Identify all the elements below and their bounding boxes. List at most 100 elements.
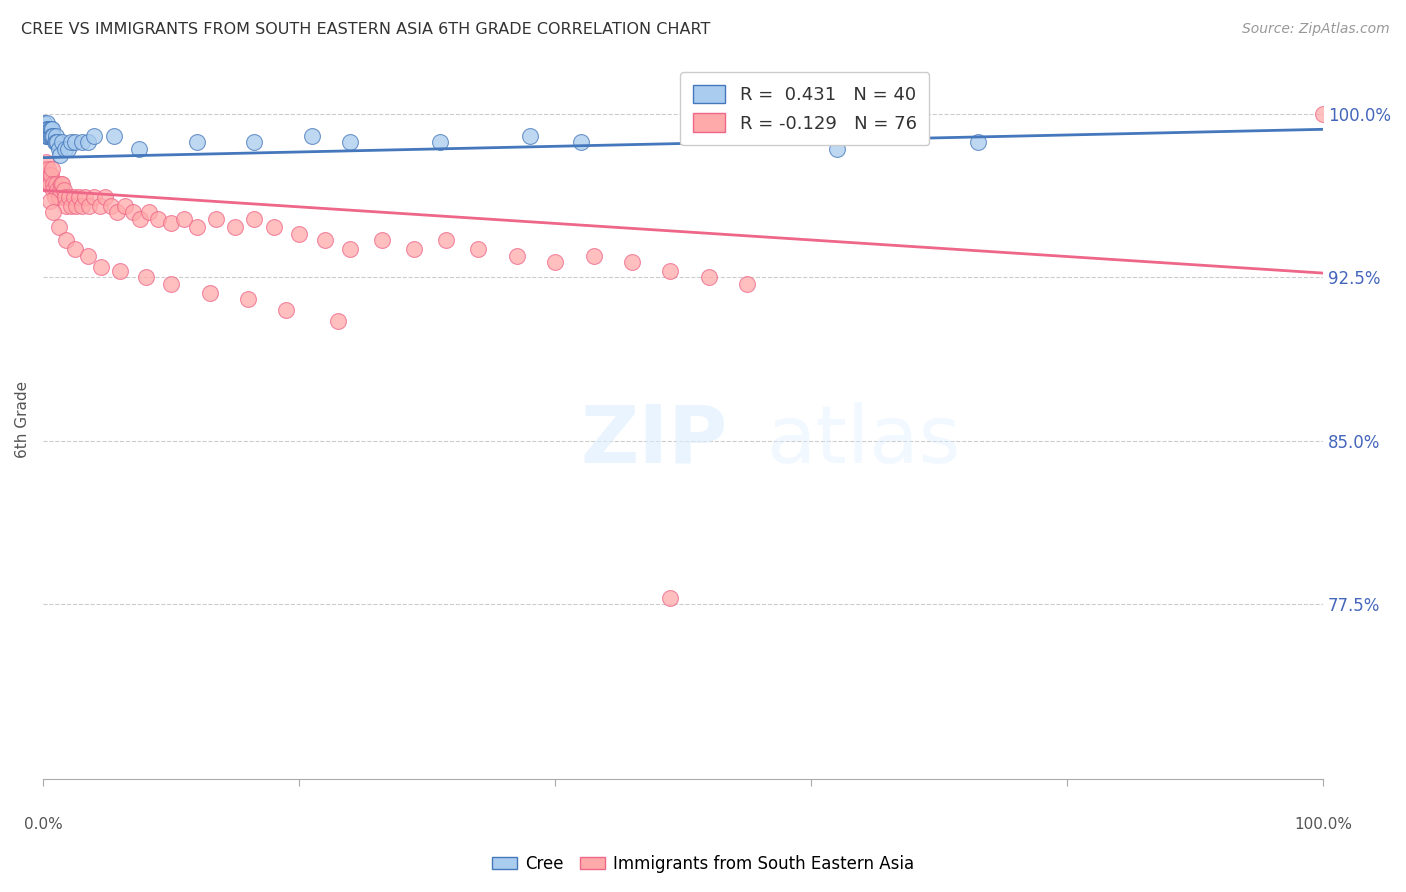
Point (41, 122, 63, 136)
Point (314, 234, 336, 248)
Point (243, 136, 266, 150)
Point (148, 211, 170, 226)
Point (544, 255, 567, 269)
Point (77, 198, 100, 212)
Point (129, 211, 152, 226)
Point (404, 242, 426, 256)
Legend: Cree, Immigrants from South Eastern Asia: Cree, Immigrants from South Eastern Asia (485, 848, 921, 880)
Point (371, 234, 394, 248)
Point (198, 285, 221, 300)
Point (35, 177, 58, 191)
Point (429, 136, 451, 150)
Point (38, 177, 60, 191)
Point (263, 220, 285, 235)
Point (288, 227, 311, 241)
Point (160, 277, 183, 291)
Legend: R =  0.431   N = 40, R = -0.129   N = 76: R = 0.431 N = 40, R = -0.129 N = 76 (681, 72, 929, 145)
Point (45, 136, 67, 150)
Point (60, 136, 83, 150)
Point (659, 264, 682, 278)
Point (41, 161, 63, 176)
Text: 0.0%: 0.0% (24, 817, 63, 832)
Point (160, 216, 183, 230)
Point (70, 198, 93, 212)
Point (108, 264, 131, 278)
Text: Source: ZipAtlas.com: Source: ZipAtlas.com (1241, 22, 1389, 37)
Point (45, 177, 67, 191)
Point (77, 249, 100, 263)
Point (236, 292, 259, 306)
Point (825, 142, 848, 156)
Point (103, 128, 125, 143)
Point (620, 255, 643, 269)
Point (89, 198, 111, 212)
Point (186, 136, 208, 150)
Point (35, 122, 58, 136)
Point (37, 122, 59, 136)
Point (519, 128, 541, 143)
Point (205, 211, 228, 226)
Point (48, 220, 70, 235)
Point (173, 211, 195, 226)
Y-axis label: 6th Grade: 6th Grade (15, 381, 30, 458)
Point (128, 142, 150, 156)
Point (63, 242, 86, 256)
Point (34, 161, 56, 176)
Text: 100.0%: 100.0% (1294, 817, 1353, 832)
Point (34, 116, 56, 130)
Point (55, 198, 77, 212)
Point (467, 242, 489, 256)
Point (46, 136, 69, 150)
Point (138, 205, 160, 219)
Point (49, 177, 72, 191)
Point (83, 190, 105, 204)
Point (53, 190, 76, 204)
Point (39, 122, 62, 136)
Point (37, 128, 59, 143)
Point (75, 190, 97, 204)
Point (38, 168, 60, 182)
Point (339, 136, 361, 150)
Point (41, 128, 63, 143)
Point (697, 270, 720, 285)
Point (58, 190, 80, 204)
Text: atlas: atlas (766, 401, 960, 480)
Point (966, 136, 988, 150)
Point (38, 194, 60, 209)
Point (53, 142, 76, 156)
Point (45, 128, 67, 143)
Point (35, 128, 58, 143)
Point (90, 260, 112, 274)
Point (44, 136, 66, 150)
Point (100, 198, 122, 212)
Point (735, 277, 758, 291)
Point (659, 591, 682, 605)
Point (276, 303, 298, 318)
Point (121, 205, 143, 219)
Point (63, 190, 86, 204)
Point (83, 128, 105, 143)
Point (582, 249, 605, 263)
Point (42, 128, 65, 143)
Point (51, 177, 73, 191)
Point (51, 136, 73, 150)
Point (77, 136, 100, 150)
Point (114, 198, 136, 212)
Point (49, 148, 72, 162)
Point (52, 183, 75, 197)
Point (35, 128, 58, 143)
Point (37, 161, 59, 176)
Point (186, 220, 208, 235)
Point (42, 177, 65, 191)
Point (326, 314, 349, 328)
Point (224, 220, 246, 235)
Point (48, 142, 70, 156)
Point (93, 190, 115, 204)
Text: ZIP: ZIP (581, 401, 728, 480)
Text: CREE VS IMMIGRANTS FROM SOUTH EASTERN ASIA 6TH GRADE CORRELATION CHART: CREE VS IMMIGRANTS FROM SOUTH EASTERN AS… (21, 22, 710, 37)
Point (339, 242, 361, 256)
Point (56, 142, 79, 156)
Point (42, 183, 65, 197)
Point (35, 155, 58, 169)
Point (35, 116, 58, 130)
